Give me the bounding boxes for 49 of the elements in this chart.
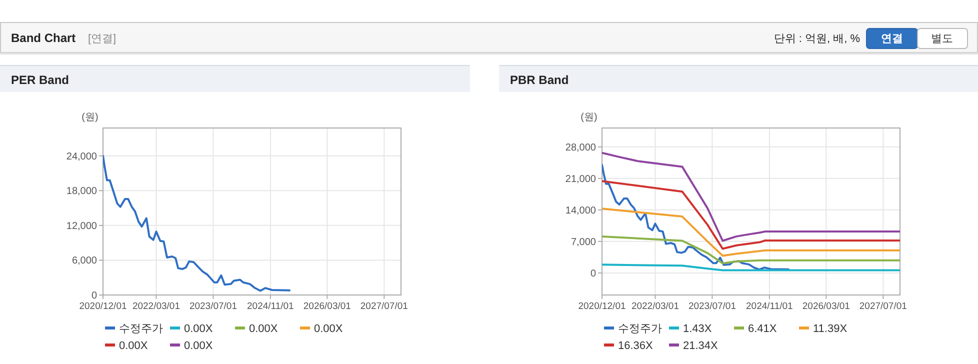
legend-label: 0.00X	[314, 323, 344, 335]
legend-label: 0.00X	[184, 323, 214, 335]
x-tick-label: 2020/12/01	[578, 301, 626, 312]
line-series	[602, 152, 900, 242]
y-axis-title: (원)	[580, 112, 598, 123]
chart-title: PER Band	[11, 73, 70, 87]
line-series	[602, 235, 900, 264]
x-tick-label: 2024/11/01	[746, 301, 793, 312]
text: 연결	[881, 33, 903, 45]
y-tick-label: 0	[590, 268, 596, 280]
y-tick-label: 6,000	[72, 256, 98, 267]
y-tick-label: 21,000	[565, 174, 596, 185]
x-tick-label: 2026/03/01	[802, 301, 850, 312]
x-tick-label: 2027/07/01	[360, 301, 408, 312]
line-series	[103, 154, 290, 292]
legend-label: 11.39X	[813, 323, 848, 335]
text: [연결]	[88, 33, 116, 45]
x-tick-label: 2023/07/01	[189, 301, 237, 312]
y-tick-label: 12,000	[66, 220, 98, 232]
legend-label: 수정주가	[119, 323, 163, 335]
x-tick-label: 2023/07/01	[688, 301, 736, 312]
y-tick-label: 24,000	[66, 151, 98, 162]
y-tick-label: 7,000	[570, 236, 596, 248]
y-tick-label: 28,000	[565, 142, 596, 154]
y-tick-label: 18,000	[66, 186, 98, 198]
legend-label: 21.34X	[683, 340, 719, 352]
legend-label: 0.00X	[119, 340, 148, 352]
text: 별도	[931, 33, 953, 45]
line-series	[602, 208, 900, 257]
line-series	[602, 164, 790, 271]
x-tick-label: 2024/11/01	[247, 301, 294, 312]
legend-label: 1.43X	[683, 323, 712, 335]
y-axis-title: (원)	[82, 112, 98, 123]
legend-label: 6.41X	[748, 323, 778, 335]
x-tick-label: 2026/03/01	[303, 301, 351, 312]
x-tick-label: 2020/12/01	[79, 301, 127, 312]
chart-title: PBR Band	[510, 73, 569, 87]
y-tick-label: 14,000	[565, 205, 596, 216]
x-tick-label: 2027/07/01	[859, 301, 907, 312]
text: 단위 : 억원, 배, %	[774, 33, 860, 45]
legend-label: 0.00X	[184, 340, 214, 352]
line-series	[602, 180, 900, 250]
legend-label: 0.00X	[249, 323, 278, 335]
y-tick-label: 0	[91, 290, 98, 302]
legend-label: 수정주가	[618, 323, 662, 335]
legend-label: 16.36X	[618, 340, 654, 352]
text: Band Chart	[11, 31, 76, 45]
x-tick-label: 2022/03/01	[132, 301, 180, 312]
x-tick-label: 2022/03/01	[631, 301, 680, 312]
